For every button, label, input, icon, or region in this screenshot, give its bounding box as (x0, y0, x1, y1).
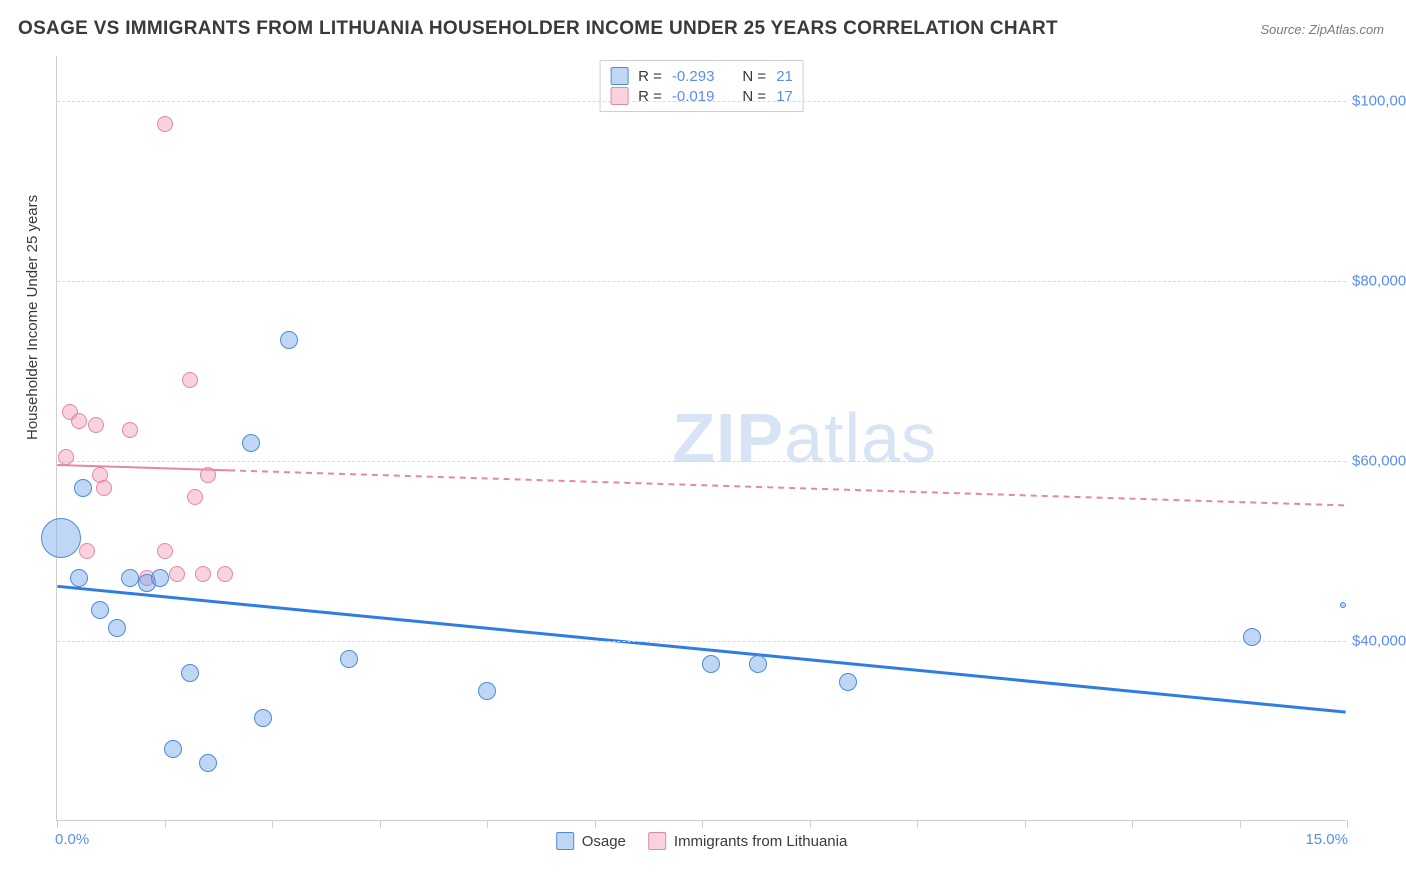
data-point (122, 422, 138, 438)
data-point (749, 655, 767, 673)
x-axis-min-label: 0.0% (55, 831, 89, 848)
data-point (71, 413, 87, 429)
data-point (41, 518, 81, 558)
data-point (181, 664, 199, 682)
data-point (164, 740, 182, 758)
data-point (199, 754, 217, 772)
data-point (151, 569, 169, 587)
y-tick-label: $100,000 (1352, 93, 1406, 110)
x-tick (272, 820, 273, 828)
x-tick (1347, 820, 1348, 828)
data-point (217, 566, 233, 582)
data-point (58, 449, 74, 465)
data-point (195, 566, 211, 582)
x-tick (57, 820, 58, 828)
data-point (88, 417, 104, 433)
watermark-zip: ZIP (672, 399, 784, 477)
legend-correlation: R = -0.293 N = 21 R =-0.019N =17 (599, 60, 804, 112)
trend-line (229, 470, 1346, 505)
data-point (121, 569, 139, 587)
legend-series: Osage Immigrants from Lithuania (556, 832, 848, 850)
trend-line (57, 586, 1345, 712)
legend-r-label: R = (638, 68, 662, 85)
x-tick (1025, 820, 1026, 828)
data-point (1243, 628, 1261, 646)
x-tick (487, 820, 488, 828)
data-point (702, 655, 720, 673)
gridline (57, 281, 1346, 282)
data-point (242, 434, 260, 452)
data-point (70, 569, 88, 587)
data-point (74, 479, 92, 497)
y-tick-label: $40,000 (1352, 633, 1406, 650)
x-axis-max-label: 15.0% (1305, 831, 1348, 848)
data-point (96, 480, 112, 496)
y-tick-label: $60,000 (1352, 453, 1406, 470)
data-point (169, 566, 185, 582)
source-label: Source: ZipAtlas.com (1260, 22, 1384, 37)
watermark: ZIPatlas (672, 398, 937, 478)
x-tick (917, 820, 918, 828)
data-point (839, 673, 857, 691)
x-tick (702, 820, 703, 828)
legend-item: Osage (556, 832, 626, 850)
legend-swatch (648, 832, 666, 850)
legend-row: R =-0.019N =17 (610, 87, 793, 105)
data-point (280, 331, 298, 349)
data-point (108, 619, 126, 637)
chart-title: OSAGE VS IMMIGRANTS FROM LITHUANIA HOUSE… (18, 18, 1058, 40)
watermark-atlas: atlas (784, 399, 937, 477)
data-point (91, 601, 109, 619)
x-tick (595, 820, 596, 828)
x-tick (1132, 820, 1133, 828)
y-axis-title: Householder Income Under 25 years (24, 195, 41, 440)
data-point (478, 682, 496, 700)
data-point (79, 543, 95, 559)
data-point (187, 489, 203, 505)
x-tick (1240, 820, 1241, 828)
legend-n-label: N = (742, 68, 766, 85)
legend-swatch (610, 87, 628, 105)
legend-row: R = -0.293 N = 21 (610, 67, 793, 85)
data-point (157, 116, 173, 132)
y-tick-label: $80,000 (1352, 273, 1406, 290)
data-point (200, 467, 216, 483)
data-point (1340, 602, 1346, 608)
data-point (182, 372, 198, 388)
legend-label: Immigrants from Lithuania (674, 833, 847, 850)
legend-label: Osage (582, 833, 626, 850)
legend-n-value: 21 (776, 68, 793, 85)
gridline (57, 101, 1346, 102)
x-tick (165, 820, 166, 828)
plot-area: ZIPatlas R =-0.293N =21R =-0.019N =17 Os… (56, 56, 1346, 821)
gridline (57, 641, 1346, 642)
legend-swatch (556, 832, 574, 850)
legend-item: Immigrants from Lithuania (648, 832, 847, 850)
x-tick (380, 820, 381, 828)
legend-swatch (610, 67, 628, 85)
data-point (340, 650, 358, 668)
gridline (57, 461, 1346, 462)
data-point (254, 709, 272, 727)
x-tick (810, 820, 811, 828)
legend-r-value: -0.293 (672, 68, 715, 85)
data-point (157, 543, 173, 559)
